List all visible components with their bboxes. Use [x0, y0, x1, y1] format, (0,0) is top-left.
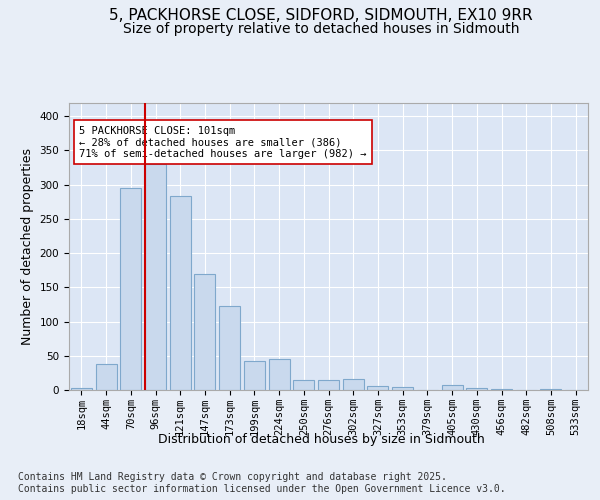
- Bar: [269, 358, 290, 390]
- Text: Size of property relative to detached houses in Sidmouth: Size of property relative to detached ho…: [123, 22, 519, 36]
- Bar: [343, 379, 364, 390]
- Bar: [145, 164, 166, 390]
- Y-axis label: Number of detached properties: Number of detached properties: [21, 148, 34, 345]
- Bar: [120, 188, 141, 390]
- Bar: [219, 306, 240, 390]
- Bar: [95, 364, 116, 390]
- Bar: [244, 360, 265, 390]
- Bar: [442, 385, 463, 390]
- Bar: [466, 388, 487, 390]
- Bar: [293, 380, 314, 390]
- Bar: [367, 386, 388, 390]
- Text: Distribution of detached houses by size in Sidmouth: Distribution of detached houses by size …: [158, 432, 484, 446]
- Bar: [318, 380, 339, 390]
- Bar: [170, 196, 191, 390]
- Bar: [71, 388, 92, 390]
- Text: 5 PACKHORSE CLOSE: 101sqm
← 28% of detached houses are smaller (386)
71% of semi: 5 PACKHORSE CLOSE: 101sqm ← 28% of detac…: [79, 126, 367, 158]
- Text: Contains HM Land Registry data © Crown copyright and database right 2025.
Contai: Contains HM Land Registry data © Crown c…: [18, 472, 506, 494]
- Bar: [392, 386, 413, 390]
- Bar: [194, 274, 215, 390]
- Text: 5, PACKHORSE CLOSE, SIDFORD, SIDMOUTH, EX10 9RR: 5, PACKHORSE CLOSE, SIDFORD, SIDMOUTH, E…: [109, 8, 533, 22]
